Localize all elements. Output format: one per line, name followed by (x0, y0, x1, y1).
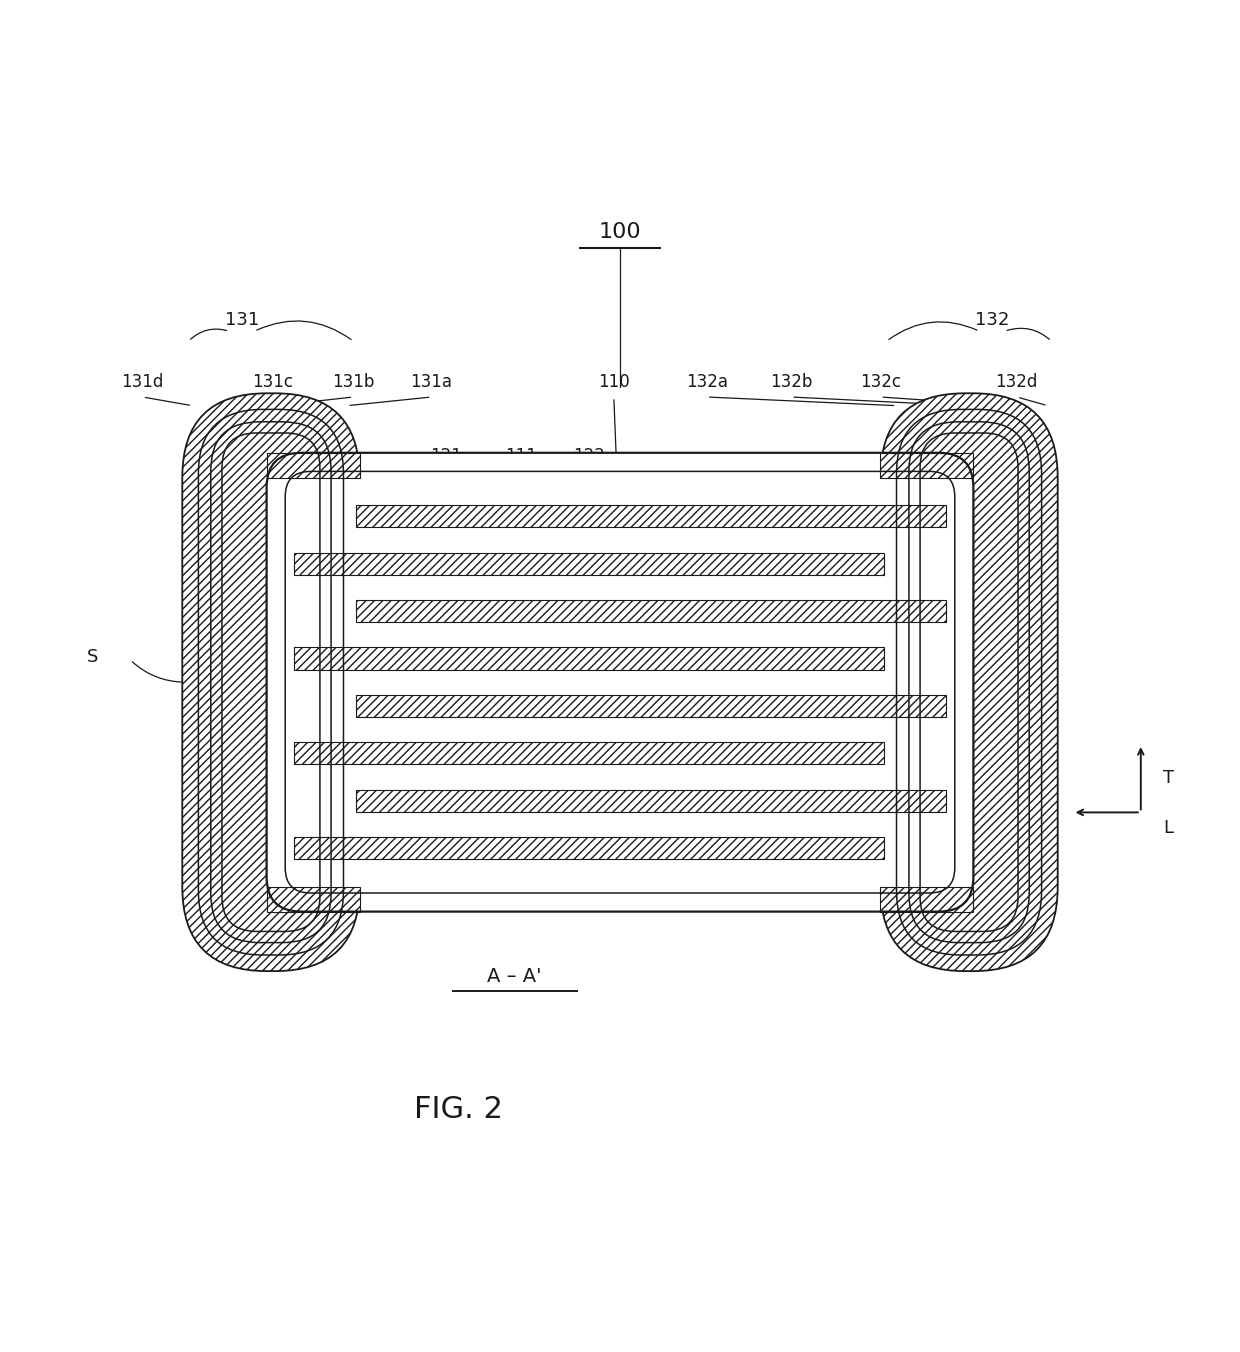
FancyBboxPatch shape (880, 393, 1058, 971)
FancyBboxPatch shape (182, 393, 360, 971)
Bar (356, 790, 946, 811)
Bar (356, 790, 946, 811)
Bar (356, 506, 946, 527)
Bar (294, 837, 884, 860)
Bar (880, 453, 973, 477)
Bar (267, 453, 360, 477)
Text: 132d: 132d (996, 373, 1038, 391)
Text: 122: 122 (573, 448, 605, 465)
Text: 121: 121 (430, 448, 463, 465)
FancyBboxPatch shape (222, 433, 320, 932)
Bar (356, 506, 946, 527)
Text: 131c: 131c (252, 373, 294, 391)
Text: S: S (87, 649, 99, 667)
Bar (294, 742, 884, 764)
Text: 110: 110 (598, 373, 630, 391)
FancyBboxPatch shape (920, 433, 1018, 932)
Bar (880, 887, 973, 911)
Bar (294, 648, 884, 669)
Bar (294, 553, 884, 575)
Bar (267, 887, 360, 911)
Text: L: L (1163, 818, 1173, 837)
FancyBboxPatch shape (897, 410, 1042, 955)
Text: 131b: 131b (332, 373, 374, 391)
Bar (294, 648, 884, 669)
Text: 100: 100 (599, 222, 641, 242)
Bar (267, 453, 360, 477)
Bar (356, 600, 946, 622)
Bar (880, 453, 973, 477)
Text: 132a: 132a (686, 373, 728, 391)
Bar (294, 837, 884, 860)
Text: 132: 132 (975, 311, 1009, 329)
Text: 131d: 131d (122, 373, 164, 391)
Bar (294, 742, 884, 764)
Bar (356, 695, 946, 717)
Text: 132c: 132c (859, 373, 901, 391)
Text: 111: 111 (505, 448, 537, 465)
Bar (294, 553, 884, 575)
Text: T: T (1163, 769, 1174, 787)
Bar (880, 887, 973, 911)
FancyBboxPatch shape (198, 410, 343, 955)
Bar (267, 887, 360, 911)
Text: A – A': A – A' (487, 967, 542, 986)
Text: FIG. 2: FIG. 2 (414, 1095, 503, 1125)
Text: 132b: 132b (770, 373, 812, 391)
Text: 131: 131 (224, 311, 259, 329)
FancyBboxPatch shape (211, 422, 331, 942)
Bar (356, 600, 946, 622)
Bar (356, 695, 946, 717)
Text: 131a: 131a (410, 373, 453, 391)
FancyBboxPatch shape (909, 422, 1029, 942)
FancyBboxPatch shape (267, 453, 973, 911)
